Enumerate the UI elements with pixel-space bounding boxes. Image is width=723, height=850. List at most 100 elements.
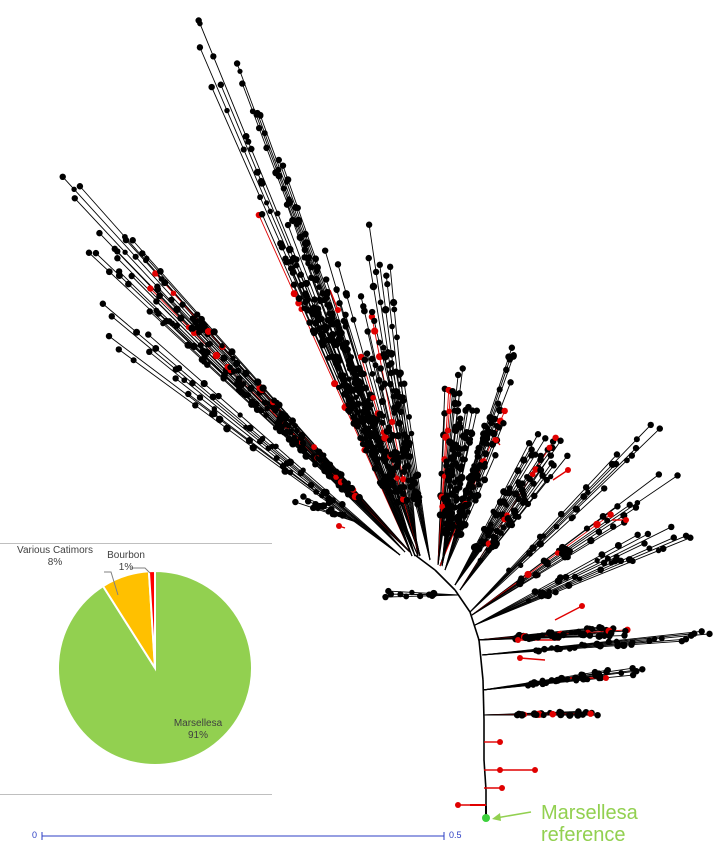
tree-node	[287, 428, 294, 436]
tree-node	[586, 632, 594, 639]
tree-node	[283, 201, 291, 208]
tree-node	[598, 551, 606, 559]
tree-node	[498, 530, 504, 536]
tree-node	[578, 631, 585, 639]
tree-node	[304, 498, 312, 505]
tree-node	[168, 296, 175, 304]
tree-node	[594, 558, 600, 564]
tree-node	[533, 711, 540, 719]
tree-branch	[385, 275, 419, 557]
tree-node	[604, 555, 611, 562]
tree-node	[253, 168, 261, 176]
tree-node	[329, 319, 335, 325]
tree-node	[611, 557, 619, 565]
tree-node	[469, 483, 477, 491]
tree-node	[552, 589, 559, 596]
tree-node	[501, 407, 508, 415]
tree-node	[389, 323, 395, 330]
tree-node	[286, 245, 294, 254]
tree-node	[520, 456, 528, 464]
tree-node	[466, 496, 472, 502]
tree-node	[115, 268, 123, 275]
tree-node	[169, 320, 176, 327]
tree-node	[387, 381, 394, 388]
tree-node	[335, 307, 341, 313]
tree-node	[357, 391, 363, 397]
tree-node	[145, 331, 152, 338]
tree-node	[92, 249, 100, 257]
tree-node	[353, 422, 361, 430]
tree-node	[381, 380, 388, 387]
tree-node	[125, 280, 132, 288]
tree-node	[474, 476, 481, 483]
tree-node	[235, 367, 242, 374]
tree-node	[514, 467, 522, 475]
tree-node	[482, 460, 488, 466]
tree-node	[290, 290, 298, 298]
tree-node	[195, 17, 202, 24]
tree-node	[401, 380, 408, 387]
tree-node	[139, 250, 146, 257]
tree-node	[337, 329, 345, 337]
tree-node	[600, 559, 608, 567]
tree-node	[332, 341, 340, 349]
tree-node	[595, 632, 603, 640]
tree-node	[532, 767, 538, 773]
tree-node	[311, 444, 317, 450]
tree-node	[524, 500, 532, 508]
tree-node	[365, 254, 372, 262]
tree-node	[634, 531, 641, 539]
tree-node	[172, 375, 179, 382]
tree-node	[534, 431, 542, 438]
tree-node	[619, 641, 628, 649]
tree-node	[603, 675, 609, 681]
tree-node	[547, 452, 555, 459]
tree-node	[623, 517, 629, 523]
tree-node	[173, 305, 181, 314]
tree-node	[327, 466, 335, 474]
tree-node	[230, 355, 236, 362]
tree-node	[503, 502, 510, 508]
tree-node	[456, 530, 465, 539]
tree-node	[353, 417, 361, 425]
tree-node	[314, 314, 322, 321]
tree-node	[472, 497, 479, 504]
tree-node	[566, 711, 574, 719]
tree-node	[564, 676, 570, 683]
tree-node	[329, 310, 336, 317]
tree-node	[500, 524, 507, 531]
tree-node	[272, 425, 279, 431]
tree-node	[275, 166, 282, 173]
tree-node	[282, 414, 290, 422]
tree-node	[596, 675, 602, 682]
tree-node	[302, 290, 309, 296]
tree-node	[403, 434, 411, 442]
tree-node	[357, 379, 364, 387]
tree-node	[581, 642, 588, 649]
tree-node	[535, 647, 543, 655]
tree-node	[370, 444, 378, 452]
tree-node	[177, 314, 185, 322]
tree-node	[155, 310, 162, 317]
tree-node	[277, 423, 285, 431]
tree-node	[376, 261, 383, 269]
tree-node	[315, 448, 323, 456]
tree-branch	[114, 248, 411, 553]
tree-node	[301, 246, 309, 254]
pie-chart-panel: Various Catimors 8% Bourbon 1% Marselles…	[0, 543, 272, 795]
tree-node	[576, 576, 583, 582]
tree-node	[506, 567, 512, 574]
tree-node	[557, 711, 565, 719]
tree-node	[210, 409, 218, 418]
tree-node	[524, 682, 532, 689]
tree-node	[515, 495, 522, 503]
tree-node	[461, 444, 469, 452]
tree-node	[321, 247, 329, 254]
tree-node	[333, 474, 340, 480]
tree-node	[147, 285, 154, 292]
scale-bar	[41, 832, 445, 840]
reference-node	[482, 814, 490, 822]
tree-node	[457, 466, 464, 473]
tree-node	[170, 290, 177, 296]
tree-node	[401, 484, 408, 491]
